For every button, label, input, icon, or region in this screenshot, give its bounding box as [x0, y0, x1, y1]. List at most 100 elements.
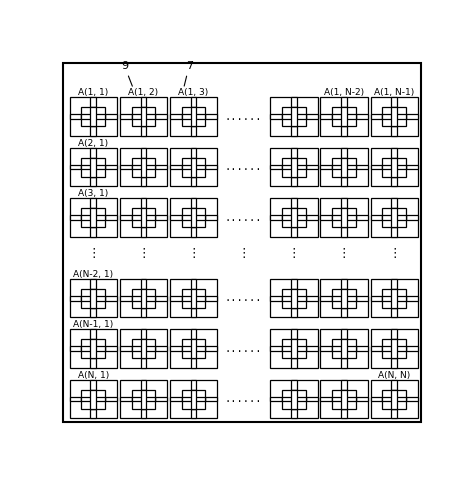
- Bar: [270, 380, 318, 419]
- Bar: [270, 347, 282, 351]
- Bar: [141, 148, 146, 157]
- Bar: [141, 380, 146, 390]
- Bar: [141, 208, 146, 227]
- Bar: [170, 198, 217, 237]
- Bar: [191, 157, 196, 177]
- Bar: [182, 208, 205, 227]
- Bar: [282, 288, 306, 308]
- Bar: [371, 148, 418, 186]
- Bar: [382, 208, 406, 227]
- Bar: [191, 409, 196, 419]
- Bar: [332, 397, 356, 401]
- Bar: [391, 390, 397, 409]
- Bar: [391, 97, 397, 107]
- Bar: [282, 208, 306, 227]
- Text: A(3, 1): A(3, 1): [78, 189, 109, 198]
- Bar: [282, 397, 306, 401]
- Bar: [306, 347, 318, 351]
- Bar: [332, 296, 356, 300]
- Bar: [291, 227, 297, 237]
- Bar: [141, 97, 146, 107]
- Text: ⋮: ⋮: [87, 247, 100, 260]
- Bar: [291, 380, 297, 390]
- Bar: [155, 165, 167, 169]
- Bar: [191, 227, 196, 237]
- Bar: [105, 296, 117, 300]
- Bar: [270, 198, 318, 237]
- Bar: [341, 358, 347, 368]
- Bar: [270, 279, 318, 317]
- Bar: [170, 397, 182, 401]
- Bar: [205, 114, 217, 119]
- Bar: [182, 296, 205, 300]
- Bar: [170, 347, 182, 351]
- Bar: [120, 165, 132, 169]
- Bar: [282, 107, 306, 126]
- Bar: [341, 157, 347, 177]
- Bar: [291, 148, 297, 157]
- Text: A(N-2, 1): A(N-2, 1): [73, 270, 113, 279]
- Bar: [291, 157, 297, 177]
- Bar: [270, 296, 282, 300]
- Bar: [191, 107, 196, 126]
- Bar: [391, 107, 397, 126]
- Bar: [371, 347, 382, 351]
- Bar: [391, 308, 397, 317]
- Bar: [81, 157, 105, 177]
- Bar: [282, 296, 306, 300]
- Bar: [170, 329, 217, 368]
- Bar: [191, 339, 196, 358]
- Bar: [391, 358, 397, 368]
- Text: ......: ......: [225, 293, 262, 303]
- Bar: [120, 380, 167, 419]
- Bar: [291, 409, 297, 419]
- Bar: [356, 114, 368, 119]
- Bar: [141, 198, 146, 208]
- Bar: [356, 215, 368, 220]
- Bar: [132, 208, 155, 227]
- Text: ......: ......: [225, 162, 262, 172]
- Bar: [341, 107, 347, 126]
- Bar: [170, 114, 182, 119]
- Bar: [191, 329, 196, 339]
- Bar: [191, 279, 196, 288]
- Bar: [406, 347, 418, 351]
- Bar: [69, 397, 81, 401]
- Bar: [132, 397, 155, 401]
- Bar: [81, 339, 105, 358]
- Bar: [91, 177, 96, 186]
- Bar: [69, 148, 117, 186]
- Bar: [270, 165, 282, 169]
- Bar: [191, 208, 196, 227]
- Bar: [155, 296, 167, 300]
- Bar: [81, 107, 105, 126]
- Bar: [120, 347, 132, 351]
- Bar: [205, 215, 217, 220]
- Bar: [382, 215, 406, 220]
- Bar: [205, 165, 217, 169]
- Bar: [205, 296, 217, 300]
- Bar: [332, 107, 356, 126]
- Bar: [332, 339, 356, 358]
- Bar: [371, 296, 382, 300]
- Bar: [332, 390, 356, 409]
- Text: A(N, 1): A(N, 1): [77, 371, 109, 380]
- Bar: [69, 198, 117, 237]
- Bar: [69, 165, 81, 169]
- Bar: [320, 215, 332, 220]
- Bar: [91, 97, 96, 107]
- Bar: [120, 148, 167, 186]
- Bar: [282, 157, 306, 177]
- Bar: [320, 114, 332, 119]
- Bar: [391, 208, 397, 227]
- Bar: [91, 157, 96, 177]
- Bar: [320, 97, 368, 136]
- Bar: [141, 227, 146, 237]
- Bar: [406, 165, 418, 169]
- Text: A(1, 2): A(1, 2): [128, 88, 159, 97]
- Bar: [91, 208, 96, 227]
- Bar: [81, 114, 105, 119]
- Bar: [182, 347, 205, 351]
- Bar: [391, 380, 397, 390]
- Bar: [132, 390, 155, 409]
